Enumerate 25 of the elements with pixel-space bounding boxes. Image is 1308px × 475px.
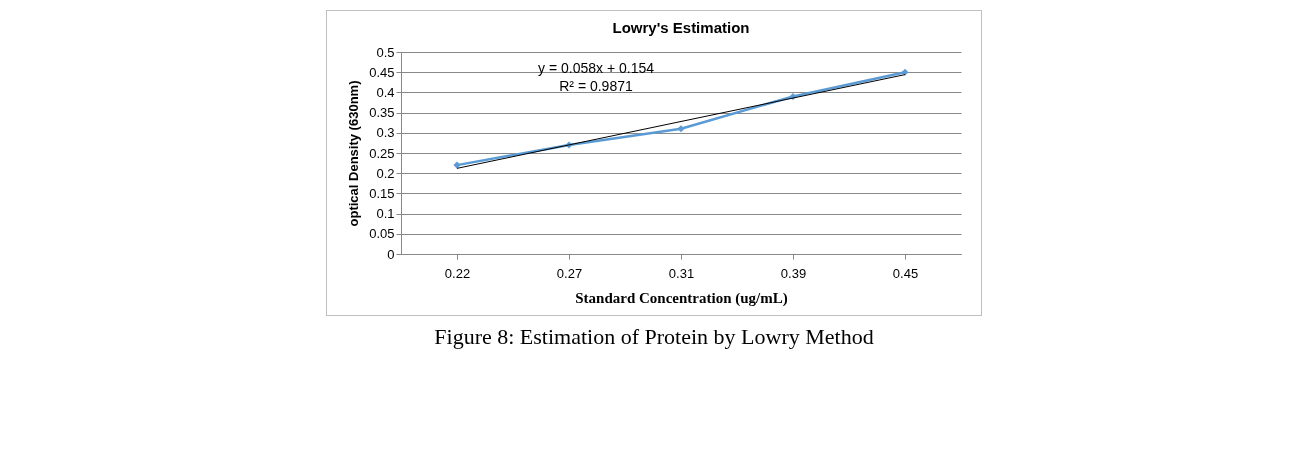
- chart-title: Lowry's Estimation: [612, 19, 750, 36]
- y-tick-label: 0.3: [376, 125, 395, 141]
- point: [453, 161, 461, 169]
- x-tick-label: 0.27: [556, 265, 583, 281]
- point: [677, 125, 685, 133]
- annotation: R² = 0.9871: [559, 78, 633, 94]
- x-axis-title: Standard Concentration (ug/mL): [575, 289, 788, 307]
- point: [901, 68, 909, 76]
- y-tick-label: 0.15: [369, 185, 395, 201]
- x-tick-label: 0.39: [780, 265, 807, 281]
- x-tick-label: 0.45: [892, 265, 919, 281]
- y-tick-label: 0.5: [376, 44, 395, 60]
- y-tick-label: 0: [387, 246, 395, 262]
- y-tick-label: 0.05: [369, 226, 395, 242]
- y-tick-label: 0.25: [369, 145, 395, 161]
- y-tick-label: 0.45: [369, 64, 395, 80]
- x-tick-label: 0.22: [444, 265, 471, 281]
- y-tick-label: 0.4: [376, 84, 395, 100]
- y-tick-label: 0.2: [376, 165, 395, 181]
- y-tick-label: 0.1: [376, 206, 395, 222]
- y-tick-label: 0.35: [369, 105, 395, 121]
- y-axis-title: optical Density (630nm): [346, 80, 362, 227]
- caption: Figure 8: Estimation of Protein by Lowry Method: [433, 324, 875, 350]
- annotation: y = 0.058x + 0.154: [538, 60, 655, 76]
- x-tick-label: 0.31: [668, 265, 695, 281]
